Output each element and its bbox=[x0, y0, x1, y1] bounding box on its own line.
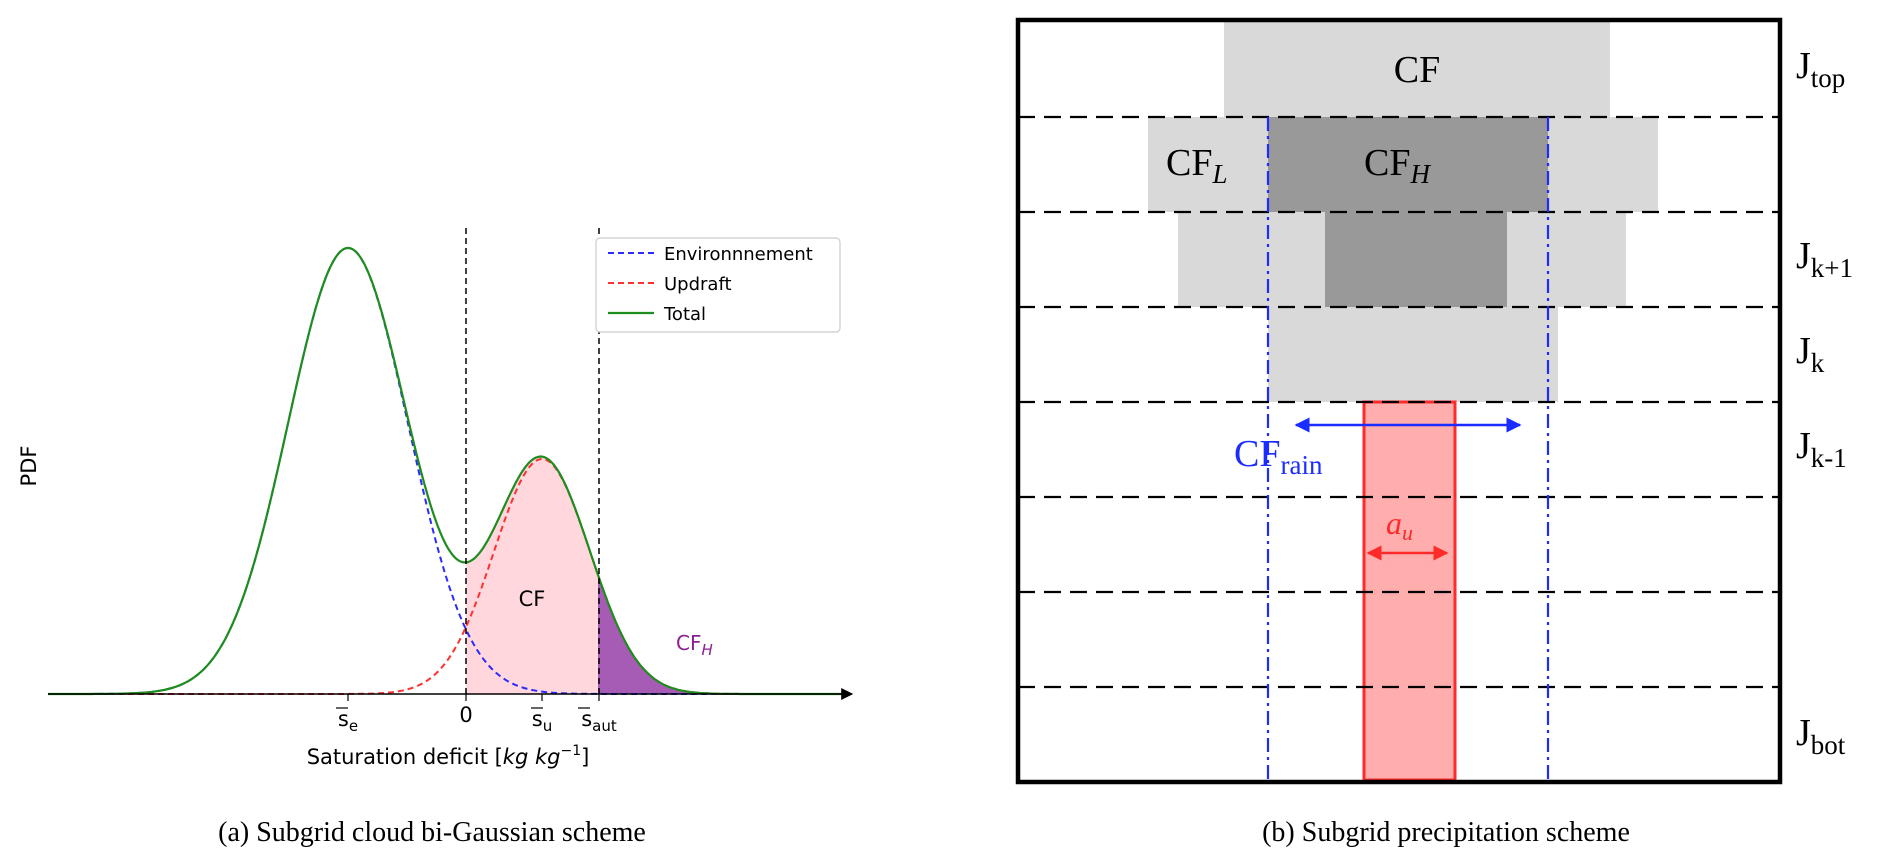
legend-box bbox=[595, 237, 841, 333]
caption-a: (a) Subgrid cloud bi-Gaussian scheme bbox=[218, 817, 646, 848]
cf-h-block-lower bbox=[1325, 212, 1507, 307]
cf-h-label: CFH bbox=[676, 631, 713, 659]
legend: Environnnement Updraft Total bbox=[595, 237, 841, 333]
tick-label-s-e: se bbox=[338, 707, 358, 735]
layer-label-k: Jk bbox=[1796, 330, 1825, 378]
layer-label-top: Jtop bbox=[1796, 45, 1845, 93]
a-u-label: au bbox=[1386, 505, 1413, 545]
cf-h-block-upper bbox=[1268, 117, 1548, 212]
tick-label-zero: 0 bbox=[459, 703, 472, 727]
updraft-curve bbox=[48, 457, 850, 695]
cf-layer4-block bbox=[1268, 307, 1558, 402]
y-axis-label: PDF bbox=[17, 446, 41, 487]
layer-label-k-plus-1: Jk+1 bbox=[1796, 235, 1853, 283]
cf-label-top: CF bbox=[1394, 49, 1440, 91]
cf-label: CF bbox=[519, 587, 546, 611]
layer-label-k-minus-1: Jk-1 bbox=[1796, 425, 1847, 473]
panel-b: CF CFL CFH CFrain au Jtop Jk+1 Jk Jk-1 J… bbox=[1015, 17, 1853, 848]
cf-rain-label: CFrain bbox=[1234, 433, 1323, 480]
cf-h-label-b: CFH bbox=[1364, 142, 1431, 189]
domain-frame bbox=[1015, 17, 1783, 785]
legend-label-environment: Environnnement bbox=[664, 244, 813, 265]
panel-a: se 0 su saut Saturation deficit [kg kg−1… bbox=[17, 228, 854, 848]
legend-label-total: Total bbox=[663, 304, 706, 325]
cf-top-block bbox=[1224, 22, 1610, 117]
level-lines bbox=[1018, 115, 1780, 689]
tick-label-s-u: su bbox=[532, 707, 552, 735]
legend-label-updraft: Updraft bbox=[664, 274, 732, 295]
cf-h-region bbox=[598, 574, 730, 694]
layer-label-bot: Jbot bbox=[1796, 712, 1846, 760]
cf-l-label: CFL bbox=[1166, 142, 1228, 189]
tick-label-s-aut: saut bbox=[581, 707, 617, 735]
x-axis-label: Saturation deficit [kg kg−1] bbox=[307, 743, 590, 769]
caption-b: (b) Subgrid precipitation scheme bbox=[1262, 817, 1630, 848]
cf-region bbox=[466, 456, 600, 694]
